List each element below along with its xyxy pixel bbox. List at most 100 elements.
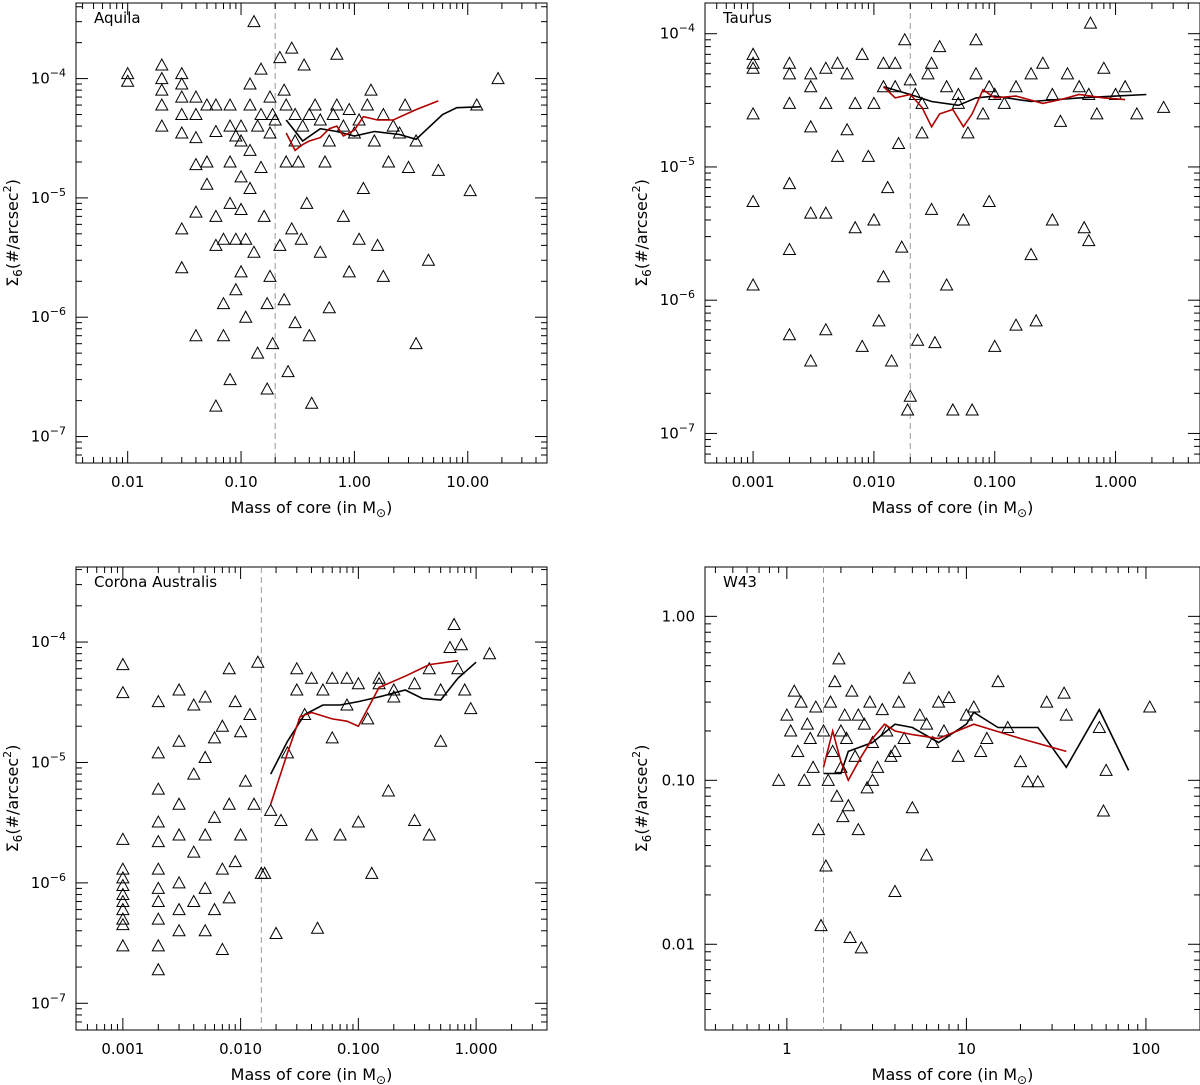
data-point bbox=[1092, 720, 1107, 733]
x-tick-label: 10 bbox=[957, 1040, 976, 1058]
data-point bbox=[120, 66, 135, 80]
data-point bbox=[243, 181, 257, 194]
y-tick-label: 10−7 bbox=[31, 991, 66, 1012]
data-point bbox=[370, 238, 385, 251]
data-point bbox=[431, 163, 446, 176]
data-point bbox=[919, 717, 934, 730]
data-point bbox=[209, 238, 223, 251]
plot-frame bbox=[704, 2, 1200, 464]
data-point bbox=[422, 827, 437, 841]
data-point bbox=[263, 90, 277, 103]
data-point bbox=[841, 798, 856, 812]
data-point bbox=[174, 107, 189, 120]
data-point bbox=[234, 119, 248, 132]
panel-w43: W43 1 10 100 0.01 0.10 1.00 Mass of core (in M… bbox=[630, 566, 1200, 1085]
data-point bbox=[1024, 247, 1038, 261]
data-point bbox=[189, 328, 203, 342]
data-point bbox=[386, 689, 401, 703]
data-point bbox=[228, 694, 243, 708]
data-point bbox=[1072, 79, 1087, 93]
y-tick-label: 10−4 bbox=[31, 630, 66, 651]
data-point bbox=[238, 232, 253, 245]
data-point bbox=[209, 98, 223, 111]
data-point bbox=[803, 79, 818, 93]
data-point bbox=[900, 402, 915, 416]
plot-frame bbox=[75, 2, 548, 464]
data-point bbox=[299, 196, 314, 209]
data-point bbox=[116, 685, 130, 699]
data-point bbox=[401, 160, 416, 173]
data-point bbox=[281, 364, 295, 378]
data-point bbox=[351, 815, 366, 828]
data-point bbox=[243, 76, 257, 90]
data-point bbox=[884, 353, 899, 367]
data-point bbox=[273, 50, 287, 64]
data-point bbox=[151, 894, 166, 908]
data-point bbox=[254, 62, 268, 75]
data-point bbox=[806, 760, 820, 773]
data-point bbox=[843, 930, 857, 943]
data-point bbox=[233, 827, 248, 841]
data-point bbox=[469, 98, 484, 111]
data-point bbox=[848, 220, 863, 234]
panel-label: Aquila bbox=[94, 9, 141, 27]
data-point bbox=[840, 66, 854, 80]
data-point bbox=[186, 767, 201, 780]
data-point bbox=[234, 202, 248, 215]
data-point bbox=[304, 396, 319, 409]
data-point bbox=[234, 133, 248, 147]
data-point bbox=[386, 119, 401, 132]
data-point bbox=[209, 209, 223, 222]
red-median-line bbox=[822, 723, 1067, 783]
data-point bbox=[274, 813, 288, 826]
y-tick-label: 10−6 bbox=[31, 305, 66, 326]
data-point bbox=[409, 336, 423, 350]
data-point bbox=[304, 827, 319, 841]
data-point bbox=[116, 894, 130, 908]
data-point bbox=[447, 617, 461, 630]
data-point bbox=[961, 125, 975, 139]
data-point bbox=[830, 149, 845, 162]
data-point bbox=[174, 76, 189, 90]
data-point bbox=[997, 96, 1012, 109]
data-point bbox=[814, 918, 828, 932]
data-point bbox=[325, 671, 340, 684]
data-point bbox=[987, 339, 1002, 352]
data-point bbox=[816, 723, 831, 737]
data-point bbox=[116, 862, 130, 875]
data-point bbox=[746, 56, 760, 69]
data-point bbox=[151, 745, 166, 759]
data-point bbox=[364, 866, 379, 879]
data-point bbox=[189, 90, 203, 103]
data-point bbox=[746, 194, 760, 208]
data-point bbox=[865, 773, 880, 786]
data-point bbox=[172, 923, 186, 937]
x-tick-label: 0.001 bbox=[732, 473, 775, 491]
data-point bbox=[888, 744, 902, 757]
data-point bbox=[209, 124, 223, 138]
data-point bbox=[234, 169, 248, 183]
data-point bbox=[966, 699, 981, 713]
data-point bbox=[154, 71, 169, 85]
data-point bbox=[116, 870, 130, 884]
data-point bbox=[987, 87, 1002, 100]
data-point bbox=[172, 902, 186, 916]
data-point bbox=[855, 339, 870, 352]
data-point bbox=[216, 232, 231, 245]
data-point bbox=[186, 845, 201, 858]
data-point bbox=[1099, 763, 1113, 776]
data-point bbox=[330, 47, 344, 60]
data-point bbox=[247, 797, 261, 810]
data-point bbox=[1089, 106, 1104, 120]
data-point bbox=[154, 57, 169, 71]
data-point bbox=[803, 119, 818, 133]
data-point bbox=[855, 47, 870, 60]
data-point bbox=[1053, 114, 1068, 127]
data-point bbox=[254, 107, 268, 120]
data-point bbox=[273, 238, 287, 251]
data-point bbox=[808, 699, 823, 713]
data-point bbox=[1024, 66, 1038, 80]
data-point bbox=[381, 154, 396, 168]
data-point bbox=[876, 269, 891, 283]
